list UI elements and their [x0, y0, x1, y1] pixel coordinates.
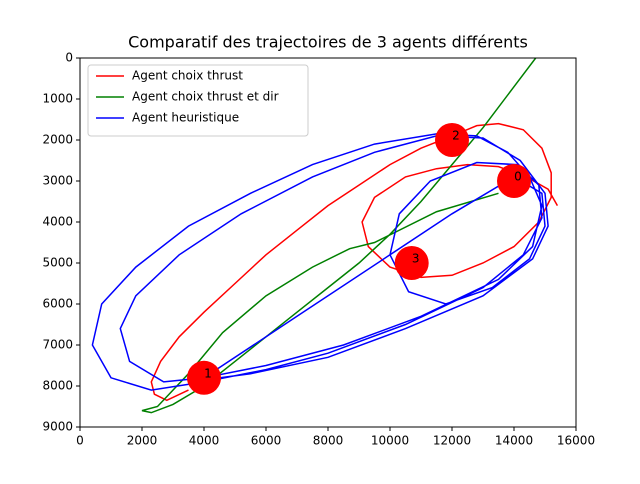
x-tick-label: 6000	[251, 434, 282, 448]
plot-frame	[79, 57, 577, 428]
legend-box	[87, 64, 309, 137]
y-tick-label: 5000	[42, 256, 73, 270]
checkpoint	[497, 164, 531, 198]
y-tick-label: 2000	[42, 133, 73, 147]
series-line	[150, 122, 559, 402]
checkpoint-label: 1	[204, 366, 212, 380]
x-tick-label: 4000	[189, 434, 220, 448]
checkpoint-label: 3	[412, 252, 420, 266]
y-tick-label: 0	[65, 51, 73, 65]
checkpoint	[435, 123, 469, 157]
y-tick-label: 6000	[42, 297, 73, 311]
chart-title: Comparatif des trajectoires de 3 agents …	[128, 33, 528, 52]
y-tick-label: 4000	[42, 215, 73, 229]
y-tick-label: 7000	[42, 338, 73, 352]
x-tick-label: 16000	[557, 434, 595, 448]
checkpoint	[394, 246, 429, 280]
x-tick-label: 8000	[313, 434, 344, 448]
legend-label: Agent heuristique	[132, 111, 239, 125]
checkpoint	[187, 360, 221, 395]
x-tick-label: 14000	[495, 434, 533, 448]
x-tick-label: 0	[76, 434, 84, 448]
checkpoint-label: 2	[452, 129, 460, 143]
checkpoint-label: 0	[514, 170, 522, 184]
x-tick-label: 12000	[433, 434, 471, 448]
legend-label: Agent choix thrust	[132, 69, 243, 83]
series-line	[91, 133, 549, 391]
y-tick-label: 3000	[42, 174, 73, 188]
y-tick-label: 1000	[42, 92, 73, 106]
series-line	[141, 58, 537, 414]
y-tick-label: 9000	[42, 420, 73, 434]
x-tick-label: 10000	[371, 434, 409, 448]
y-tick-label: 8000	[42, 379, 73, 393]
x-tick-label: 2000	[127, 434, 158, 448]
legend-label: Agent choix thrust et dir	[132, 90, 279, 104]
